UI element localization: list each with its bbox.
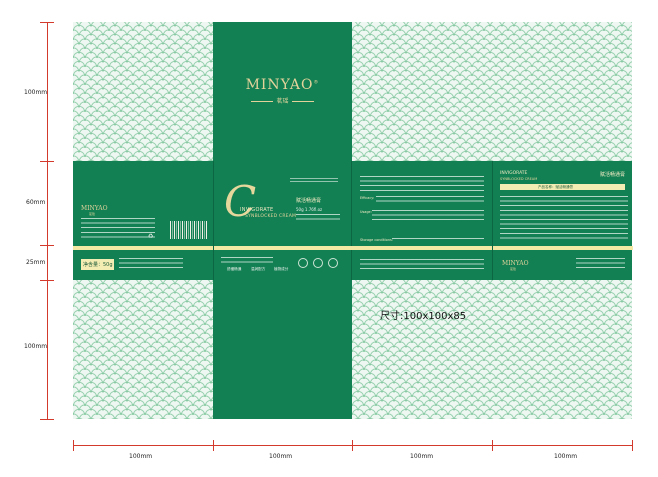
front-bottom-text bbox=[221, 257, 273, 263]
front-top-icons bbox=[290, 178, 338, 184]
dim-tick bbox=[40, 280, 54, 281]
top-lid-panel: MINYAO® 茗瑶 bbox=[213, 22, 352, 161]
size-label: 尺寸:100x100x85 bbox=[380, 311, 467, 322]
dim-tick bbox=[40, 161, 54, 162]
dim-line-horizontal bbox=[73, 445, 633, 446]
panel3-cream-bar bbox=[352, 246, 492, 250]
panel3-text-top bbox=[360, 176, 484, 194]
dim-tick bbox=[213, 440, 214, 451]
panel3-storage bbox=[392, 238, 484, 242]
pattern-flap-top-left bbox=[73, 22, 213, 161]
panel4-product-label: 产品名称：赋活畅通膏 bbox=[538, 185, 573, 189]
dim-tick bbox=[73, 440, 74, 451]
bottom-base-panel bbox=[213, 280, 352, 419]
side-panel-3: Efficacy: Usage: Storage conditions: bbox=[352, 161, 492, 280]
top-chinese-name: 茗瑶 bbox=[213, 96, 352, 105]
panel4-logo-sub: 茗瑶 bbox=[510, 267, 517, 271]
badge-icon bbox=[328, 258, 338, 268]
feature-3: 植物成分 bbox=[274, 267, 289, 271]
dim-tick bbox=[492, 440, 493, 451]
recycle-icon: ♻ bbox=[148, 233, 154, 240]
panel1-cream-bar bbox=[73, 246, 213, 250]
feature-2: 温润配方 bbox=[251, 267, 266, 271]
dim-tick bbox=[40, 245, 54, 246]
usage-heading: Usage: bbox=[360, 210, 372, 214]
dim-label-left: 100mm bbox=[24, 343, 48, 350]
badge-icon bbox=[298, 258, 308, 268]
side-panel-1: MINYAO 茗瑶 ♻ 净含量：50g bbox=[73, 161, 213, 280]
panel3-bottom-text bbox=[360, 259, 484, 269]
front-english-name: SYNBLOCKED CREAM bbox=[245, 214, 297, 219]
dim-tick bbox=[40, 419, 54, 420]
panel4-bottom-text bbox=[576, 258, 625, 271]
front-cream-bar bbox=[214, 246, 353, 250]
front-big-letter: C bbox=[224, 177, 257, 226]
dim-label-left: 100mm bbox=[24, 89, 48, 96]
front-chinese-name: 赋活畅通膏 bbox=[296, 198, 322, 204]
pattern-flap-bottom-right bbox=[352, 280, 632, 419]
dim-label-bottom: 100mm bbox=[554, 453, 578, 460]
pattern-flap-bottom-left bbox=[73, 280, 213, 419]
efficacy-heading: Efficacy: bbox=[360, 196, 375, 200]
net-content-label: 净含量：50g bbox=[83, 262, 113, 268]
front-panel: C INVIGORATE SYNBLOCKED CREAM 赋活畅通膏 50g … bbox=[213, 161, 353, 280]
dim-line-vertical bbox=[47, 22, 48, 420]
top-logo: MINYAO® bbox=[245, 77, 320, 93]
dim-label-left: 25mm bbox=[26, 259, 46, 266]
panel1-logo: MINYAO bbox=[81, 205, 108, 212]
panel4-chinese-name: 赋活畅通膏 bbox=[600, 172, 626, 178]
front-weight: 50g 1.76fl.oz bbox=[296, 207, 323, 212]
dim-tick bbox=[40, 22, 54, 23]
dim-label-bottom: 100mm bbox=[129, 453, 153, 460]
panel1-info-text bbox=[81, 218, 155, 241]
panel1-logo-sub: 茗瑶 bbox=[89, 212, 96, 216]
panel4-series: INVIGORATE bbox=[500, 171, 528, 176]
dim-tick bbox=[632, 440, 633, 451]
panel4-logo: MINYAO bbox=[502, 260, 529, 267]
panel3-usage bbox=[372, 210, 484, 224]
panel1-footer-text bbox=[119, 258, 183, 272]
feature-1: 舒缓畅通 bbox=[227, 267, 242, 271]
front-series: INVIGORATE bbox=[240, 207, 274, 213]
storage-heading: Storage conditions: bbox=[360, 238, 393, 242]
net-content-box bbox=[81, 259, 114, 270]
panel4-cream-bar bbox=[493, 246, 633, 250]
panel4-english-name: SYNBLOCKED CREAM bbox=[500, 177, 538, 181]
dim-label-left: 60mm bbox=[26, 199, 46, 206]
panel4-product-band bbox=[500, 184, 625, 190]
panel4-ingredients bbox=[500, 196, 628, 241]
barcode bbox=[170, 221, 208, 239]
badge-icon bbox=[313, 258, 323, 268]
side-panel-4: INVIGORATE SYNBLOCKED CREAM 赋活畅通膏 产品名称：赋… bbox=[492, 161, 633, 280]
dim-tick bbox=[352, 440, 353, 451]
dim-label-bottom: 100mm bbox=[410, 453, 434, 460]
panel3-efficacy bbox=[376, 196, 484, 205]
front-desc-text bbox=[296, 214, 340, 223]
dim-label-bottom: 100mm bbox=[269, 453, 293, 460]
pattern-flap-top-right bbox=[352, 22, 632, 161]
